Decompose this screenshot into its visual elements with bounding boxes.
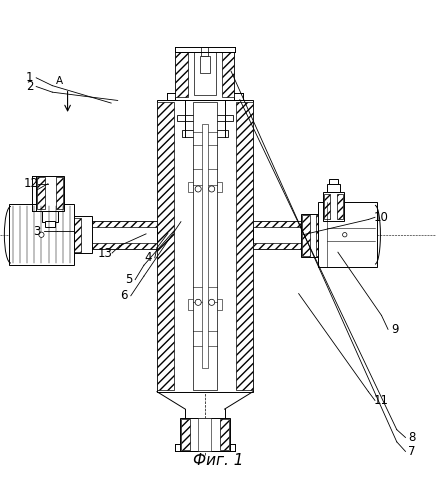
Bar: [73, 218, 81, 252]
Bar: [36, 176, 65, 211]
Text: Фиг. 1: Фиг. 1: [193, 452, 243, 468]
Bar: [177, 115, 233, 121]
Text: 2: 2: [26, 80, 34, 93]
Bar: [180, 418, 230, 452]
Bar: [222, 52, 235, 98]
Bar: [198, 418, 211, 452]
Bar: [194, 52, 216, 95]
Bar: [200, 56, 210, 74]
Text: 10: 10: [374, 211, 389, 224]
Bar: [217, 182, 222, 192]
Text: 8: 8: [409, 431, 416, 444]
Bar: [175, 52, 235, 100]
Text: 6: 6: [120, 290, 128, 302]
Bar: [157, 100, 253, 392]
Text: 3: 3: [34, 225, 41, 238]
Text: 1: 1: [26, 72, 34, 85]
Bar: [37, 177, 44, 210]
Bar: [324, 194, 330, 220]
Bar: [175, 52, 188, 98]
Bar: [202, 124, 208, 368]
Bar: [181, 419, 190, 450]
Text: 5: 5: [125, 273, 132, 286]
Bar: [236, 102, 253, 390]
Bar: [187, 182, 193, 192]
Bar: [302, 215, 310, 256]
Bar: [301, 214, 325, 258]
Bar: [316, 215, 324, 256]
Bar: [85, 243, 157, 249]
Bar: [187, 300, 193, 310]
Circle shape: [343, 232, 347, 237]
Bar: [193, 102, 217, 390]
Bar: [253, 220, 314, 249]
Bar: [318, 202, 377, 268]
Bar: [42, 211, 58, 222]
Bar: [157, 102, 174, 390]
Bar: [85, 220, 157, 226]
Bar: [219, 419, 229, 450]
Circle shape: [195, 300, 201, 306]
Circle shape: [195, 186, 201, 192]
Text: 11: 11: [374, 394, 389, 407]
Bar: [85, 220, 157, 249]
Text: 7: 7: [408, 445, 416, 458]
Bar: [56, 177, 64, 210]
Bar: [182, 130, 228, 136]
Circle shape: [39, 232, 44, 237]
Bar: [201, 48, 208, 56]
Bar: [45, 221, 55, 228]
Text: 4: 4: [144, 252, 152, 264]
Bar: [253, 243, 314, 249]
Bar: [9, 204, 74, 266]
Text: 12: 12: [24, 177, 39, 190]
Circle shape: [209, 300, 215, 306]
Circle shape: [209, 186, 215, 192]
Bar: [217, 300, 222, 310]
Text: 13: 13: [98, 246, 113, 260]
Text: 9: 9: [391, 323, 399, 336]
Bar: [323, 192, 344, 220]
Bar: [329, 179, 338, 184]
Text: A: A: [56, 76, 63, 86]
Bar: [337, 194, 343, 220]
Bar: [72, 216, 92, 254]
Bar: [253, 220, 314, 226]
Bar: [327, 184, 340, 192]
